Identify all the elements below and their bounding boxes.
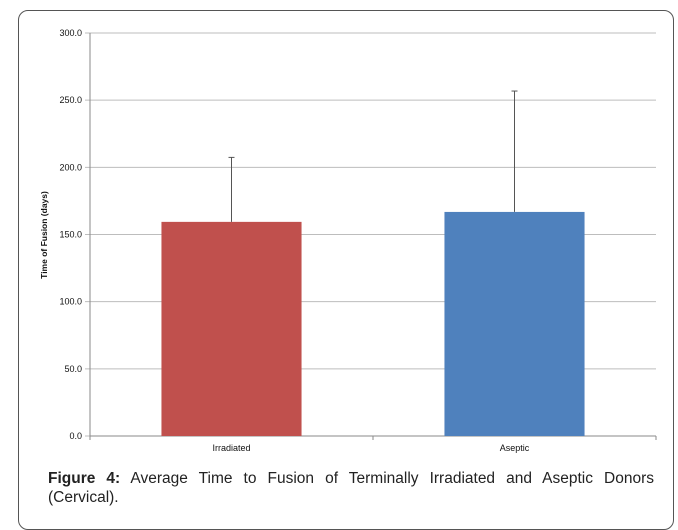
y-axis-title: Time of Fusion (days) [39, 191, 49, 279]
y-tick-label: 200.0 [59, 162, 82, 172]
y-tick-label: 150.0 [59, 230, 82, 240]
x-tick-label: Aseptic [500, 443, 530, 453]
caption-label: Figure 4: [48, 470, 121, 487]
bar-aseptic [444, 211, 585, 436]
figure-caption: Figure 4: Average Time to Fusion of Term… [48, 469, 654, 507]
y-tick-labels: 0.0 50.0 100.0 150.0 200.0 250.0 300.0 [59, 28, 82, 441]
y-tick-label: 0.0 [69, 431, 82, 441]
y-tick-label: 50.0 [64, 364, 82, 374]
y-tick-label: 100.0 [59, 297, 82, 307]
caption-text: Average Time to Fusion of Terminally Irr… [48, 470, 654, 506]
x-tick-label: Irradiated [212, 443, 250, 453]
bars [161, 211, 585, 436]
error-bars [228, 90, 518, 222]
y-tick-label: 250.0 [59, 95, 82, 105]
x-tick-labels: Irradiated Aseptic [89, 436, 657, 453]
y-tick-label: 300.0 [59, 28, 82, 38]
bar-irradiated [161, 221, 302, 436]
bar-chart: 0.0 50.0 100.0 150.0 200.0 250.0 300.0 Irradia… [39, 28, 657, 453]
